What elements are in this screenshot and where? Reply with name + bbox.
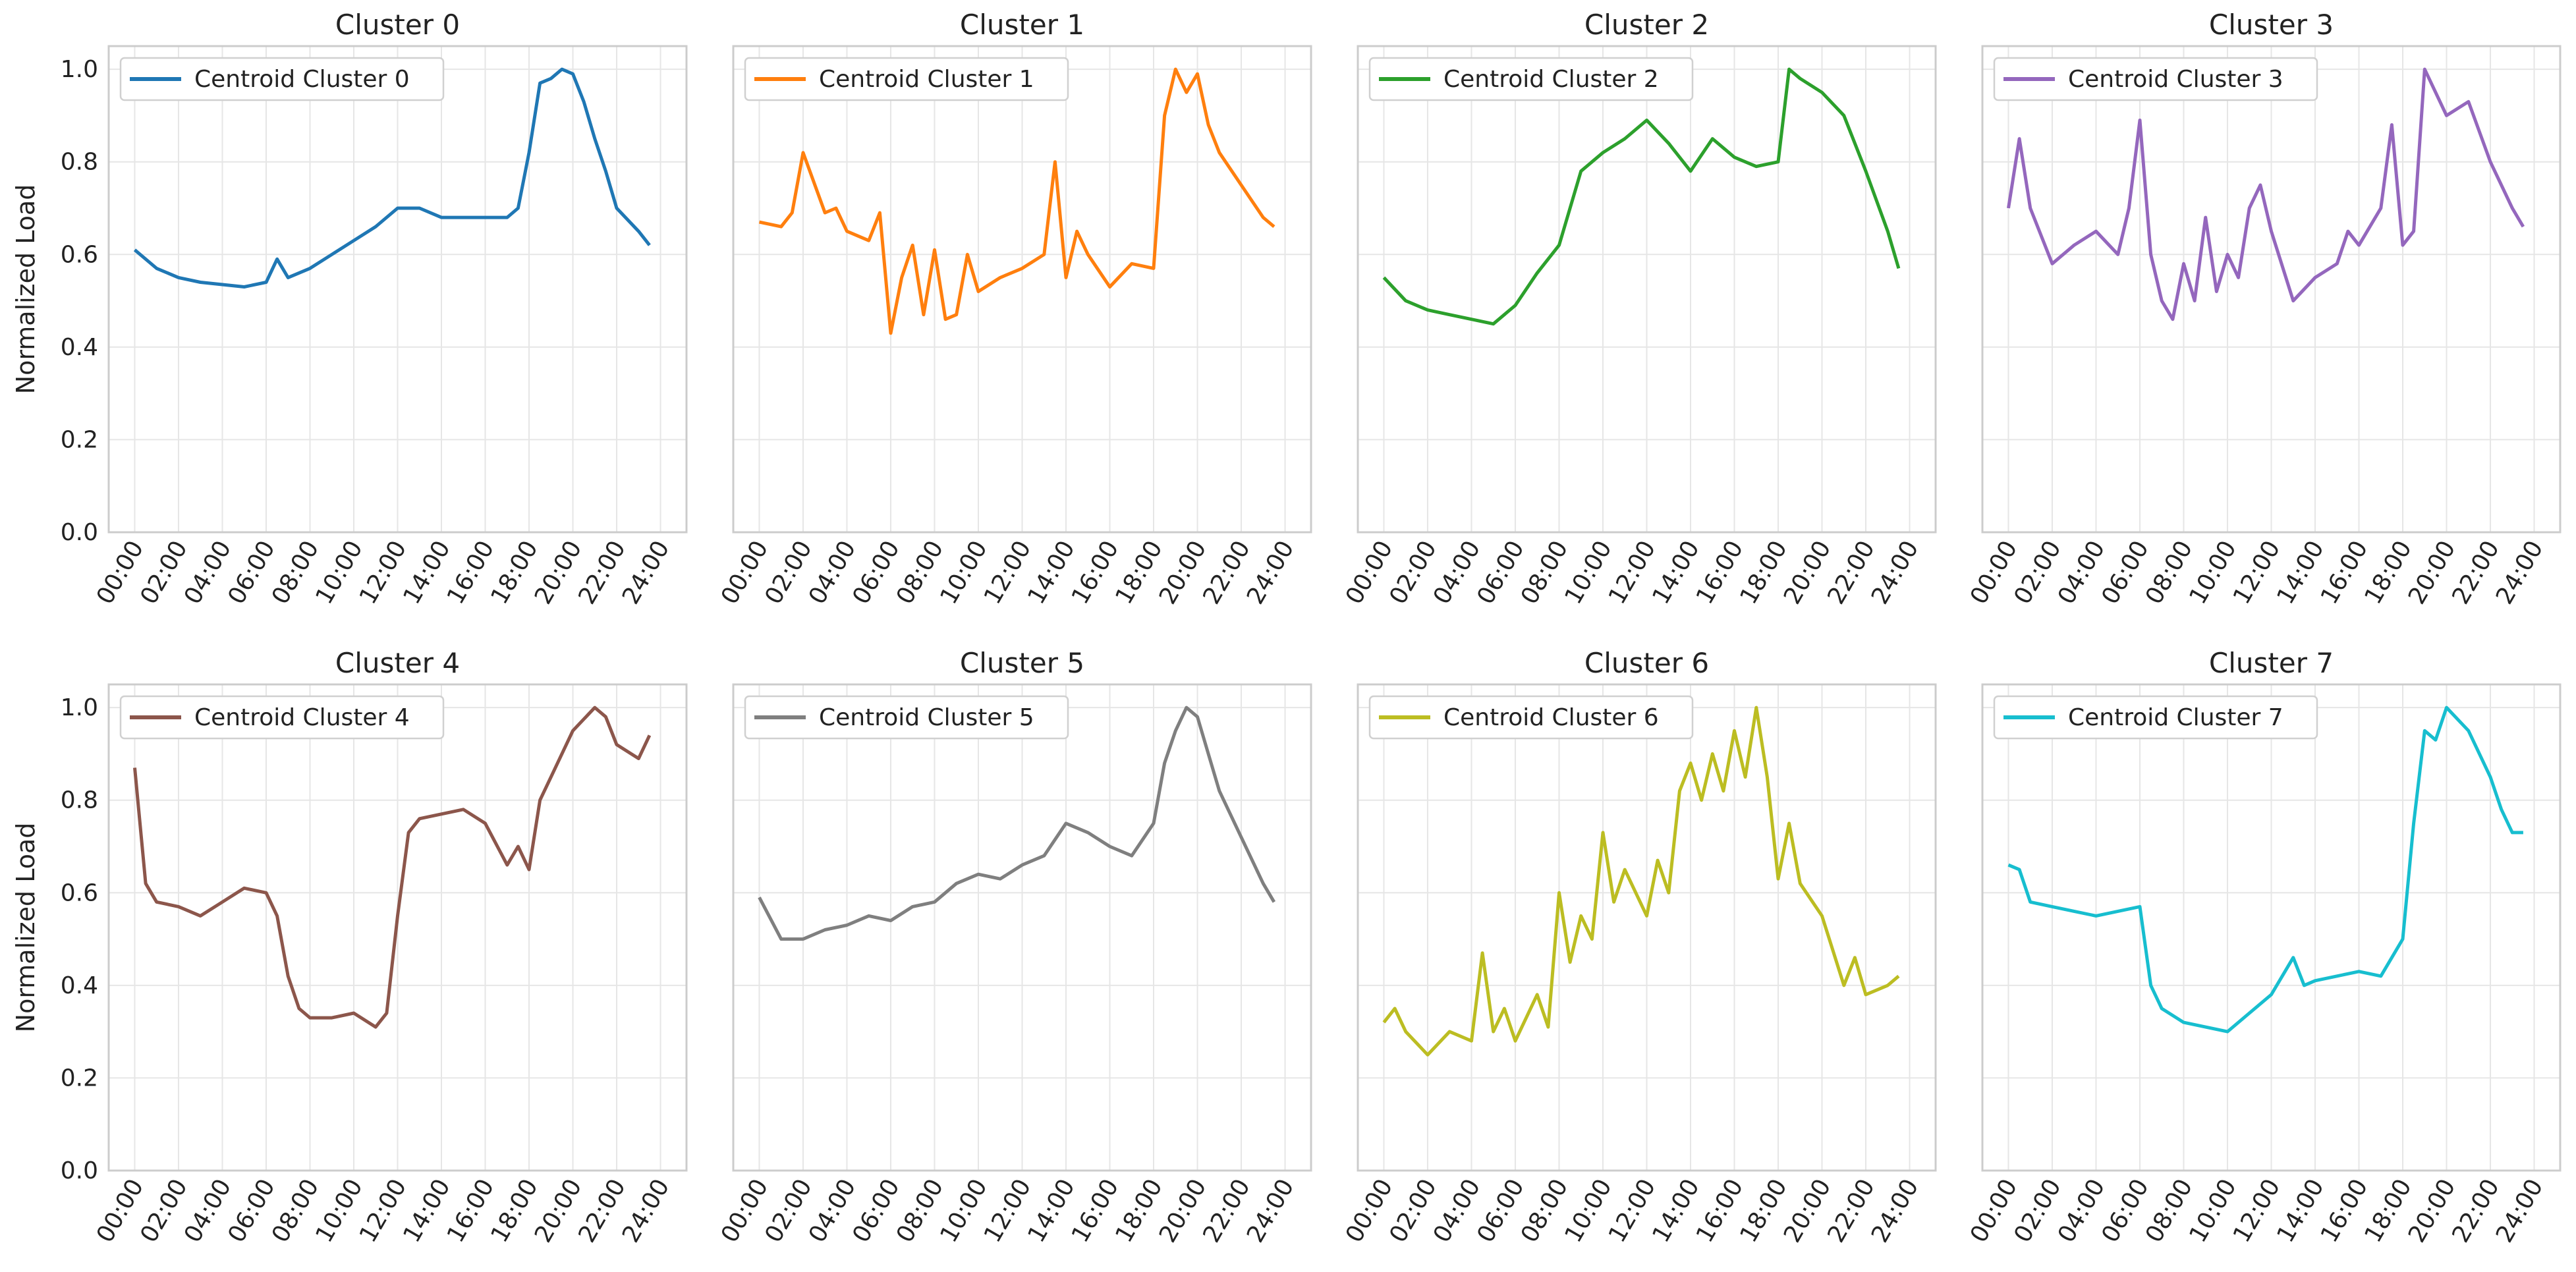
- legend: Centroid Cluster 2: [1368, 57, 1694, 101]
- subplot-7: 00:0002:0004:0006:0008:0010:0012:0014:00…: [1965, 647, 2562, 1247]
- legend-box: [1368, 695, 1694, 740]
- subplot-5: 00:0002:0004:0006:0008:0010:0012:0014:00…: [716, 647, 1312, 1247]
- legend-box: [1368, 57, 1694, 101]
- plot-border: [1357, 45, 1937, 534]
- legend-label: Centroid Cluster 0: [194, 66, 410, 93]
- plot-border: [107, 45, 688, 534]
- y-axis-label: Normalized Load: [11, 823, 40, 1033]
- series-line-cluster-3: [2007, 67, 2525, 321]
- legend: Centroid Cluster 0: [119, 57, 445, 101]
- legend: Centroid Cluster 4: [119, 695, 445, 740]
- y-axis-label: Normalized Load: [11, 184, 40, 395]
- y-tick-label: 1.0: [61, 694, 98, 721]
- subplot-1: 00:0002:0004:0006:0008:0010:0012:0014:00…: [716, 9, 1312, 609]
- y-tick-label: 0.4: [61, 972, 98, 999]
- y-tick-label: 0.6: [61, 241, 98, 268]
- series-line-cluster-0: [133, 67, 651, 289]
- subplot-title: Cluster 7: [2209, 647, 2334, 679]
- legend: Centroid Cluster 7: [1993, 695, 2318, 740]
- plot-border: [732, 683, 1312, 1172]
- subplot-title: Cluster 4: [335, 647, 460, 679]
- legend-label: Centroid Cluster 2: [1443, 66, 1659, 93]
- y-tick-label: 0.2: [61, 426, 98, 453]
- y-tick-label: 0.2: [61, 1065, 98, 1092]
- y-tick-label: 0.6: [61, 879, 98, 906]
- y-tick-label: 0.0: [61, 1157, 98, 1184]
- legend-box: [744, 57, 1069, 101]
- legend-box: [1993, 695, 2318, 740]
- y-tick-label: 0.0: [61, 519, 98, 546]
- subplot-title: Cluster 2: [1584, 9, 1709, 41]
- legend: Centroid Cluster 6: [1368, 695, 1694, 740]
- plot-border: [732, 45, 1312, 534]
- legend: Centroid Cluster 1: [744, 57, 1069, 101]
- series-line-cluster-2: [1382, 67, 1901, 326]
- legend-label: Centroid Cluster 6: [1443, 704, 1659, 731]
- legend-box: [1993, 57, 2318, 101]
- legend-label: Centroid Cluster 7: [2068, 704, 2283, 731]
- subplot-title: Cluster 0: [335, 9, 460, 41]
- legend-label: Centroid Cluster 1: [819, 66, 1034, 93]
- y-tick-label: 0.4: [61, 334, 98, 361]
- y-tick-label: 1.0: [61, 56, 98, 83]
- legend: Centroid Cluster 3: [1993, 57, 2318, 101]
- series-line-cluster-7: [2007, 705, 2523, 1034]
- legend-label: Centroid Cluster 3: [2068, 66, 2283, 93]
- series-line-cluster-6: [1382, 705, 1900, 1057]
- subplot-title: Cluster 6: [1584, 647, 1709, 679]
- subplot-title: Cluster 3: [2209, 9, 2334, 41]
- legend: Centroid Cluster 5: [744, 695, 1069, 740]
- subplot-2: 00:0002:0004:0006:0008:0010:0012:0014:00…: [1341, 9, 1937, 609]
- subplot-0: 0.00.20.40.60.81.000:0002:0004:0006:0008…: [11, 9, 688, 609]
- subplot-3: 00:0002:0004:0006:0008:0010:0012:0014:00…: [1965, 9, 2562, 609]
- legend-box: [119, 695, 445, 740]
- plot-border: [1981, 45, 2562, 534]
- subplot-4: 0.00.20.40.60.81.000:0002:0004:0006:0008…: [11, 647, 688, 1247]
- subplot-title: Cluster 5: [960, 647, 1084, 679]
- subplot-6: 00:0002:0004:0006:0008:0010:0012:0014:00…: [1341, 647, 1937, 1247]
- subplot-title: Cluster 1: [960, 9, 1084, 41]
- legend-box: [119, 57, 445, 101]
- legend-label: Centroid Cluster 4: [194, 704, 410, 731]
- series-line-cluster-5: [758, 705, 1276, 941]
- series-line-cluster-4: [133, 705, 652, 1029]
- legend-box: [744, 695, 1069, 740]
- plot-border: [107, 683, 688, 1172]
- legend-label: Centroid Cluster 5: [819, 704, 1034, 731]
- y-tick-label: 0.8: [61, 149, 98, 176]
- plot-border: [1981, 683, 2562, 1172]
- plot-border: [1357, 683, 1937, 1172]
- series-line-cluster-1: [758, 67, 1275, 335]
- y-tick-label: 0.8: [61, 787, 98, 814]
